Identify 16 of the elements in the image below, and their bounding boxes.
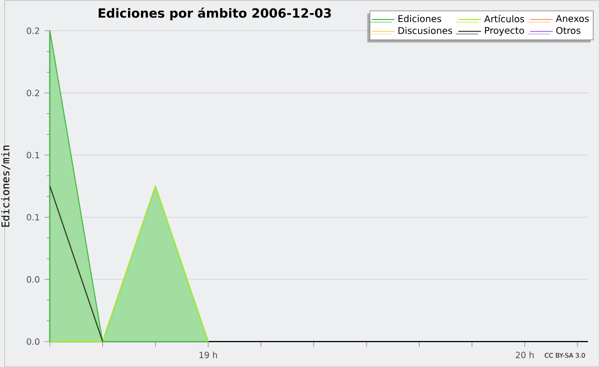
y-tick-label: 0.2 [26,90,40,96]
y-tick-label: 0.2 [26,27,40,34]
legend-label: Otros [556,26,580,34]
x-tick-label: 20 h [516,351,534,358]
y-tick-label: 0.1 [26,214,40,220]
x-tick-label: 19 h [200,351,217,358]
y-tick-label: 0.0 [26,276,40,282]
y-tick-label: 0.0 [26,338,40,345]
legend-label: Anexos [556,14,589,22]
legend-label: Discusiones [398,26,452,34]
chart-title: Ediciones por ámbito 2006-12-03 [98,7,331,20]
legend-label: Artículos [484,14,524,22]
y-tick-label: 0.1 [26,152,40,158]
y-axis-title: Ediciones/min [1,145,10,226]
legend-label: Ediciones [398,14,442,22]
legend-label: Proyecto [485,26,524,36]
